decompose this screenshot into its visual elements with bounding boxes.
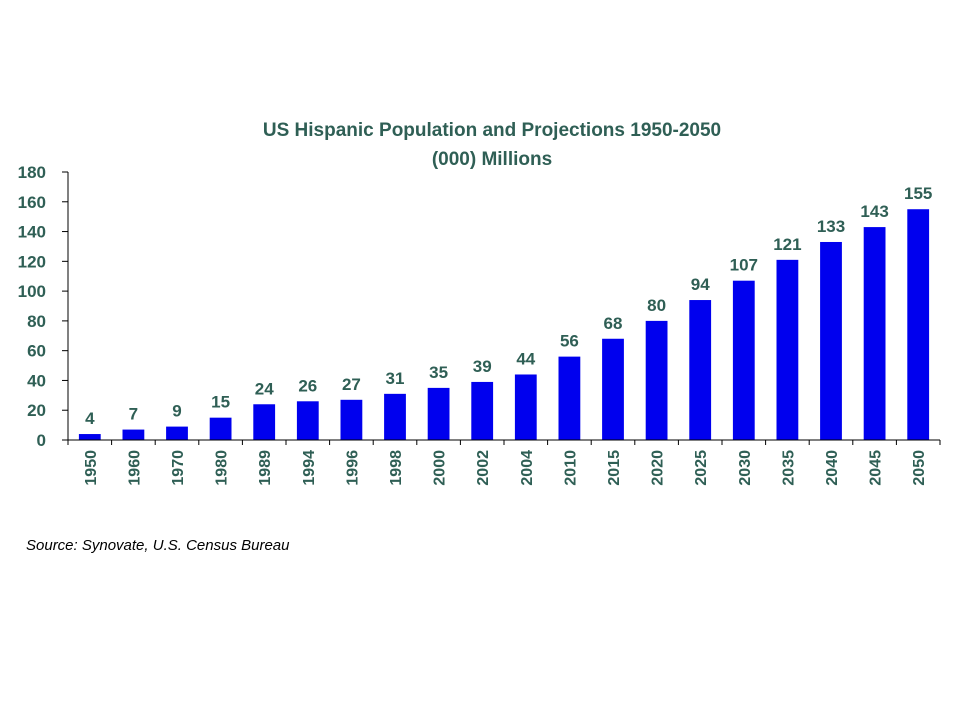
data-label: 27 [342, 375, 361, 394]
x-tick-label: 1950 [83, 450, 100, 486]
bar [384, 393, 406, 440]
x-tick-label: 1996 [344, 450, 361, 486]
x-tick-label: 2040 [824, 450, 841, 486]
x-tick-label: 1998 [388, 450, 405, 486]
bar [602, 338, 624, 440]
y-tick-label: 160 [18, 193, 46, 212]
bar [166, 426, 188, 440]
data-label: 80 [647, 296, 666, 315]
y-tick-label: 80 [27, 312, 46, 331]
x-tick-label: 2004 [519, 450, 536, 486]
bar [209, 417, 232, 440]
bar [689, 300, 712, 440]
x-tick-label: 2010 [562, 450, 579, 486]
y-tick-label: 180 [18, 163, 46, 182]
x-tick-label: 1989 [257, 450, 274, 486]
data-label: 68 [604, 314, 623, 333]
bar [776, 259, 799, 440]
bar [340, 399, 363, 440]
bar [732, 280, 755, 440]
bar [907, 209, 930, 440]
chart-subtitle: (000) Millions [432, 149, 552, 170]
x-tick-label: 2050 [911, 450, 928, 486]
y-tick-label: 120 [18, 252, 46, 271]
chart-title: US Hispanic Population and Projections 1… [263, 120, 721, 141]
y-tick-label: 60 [27, 342, 46, 361]
data-label: 155 [904, 184, 932, 203]
data-labels: 4 7 9 15 24 26 27 31 35 39 44 56 68 80 94 107 121 133 143 1… [85, 184, 932, 428]
x-tick-label: 1970 [170, 450, 187, 486]
data-label: 26 [298, 376, 317, 395]
bar [820, 241, 842, 440]
x-tick-label: 2035 [780, 450, 797, 486]
bar [427, 387, 450, 440]
data-label: 44 [516, 349, 535, 368]
y-tick-label: 20 [27, 401, 46, 420]
x-tick-label: 2000 [432, 450, 449, 486]
bar [78, 434, 101, 440]
data-label: 56 [560, 332, 579, 351]
data-label: 143 [860, 202, 888, 221]
y-tick-label: 100 [18, 282, 46, 301]
data-label: 39 [473, 357, 492, 376]
data-label: 4 [85, 409, 95, 428]
bars [78, 209, 930, 440]
bar [514, 374, 537, 440]
data-label: 7 [129, 405, 138, 424]
bar [863, 227, 886, 440]
x-tick-label: 2015 [606, 450, 623, 486]
y-tick-label: 0 [37, 431, 46, 450]
x-tick-label: 2045 [868, 450, 885, 486]
data-label: 94 [691, 275, 710, 294]
y-tick-label: 140 [18, 223, 46, 242]
data-label: 9 [172, 402, 181, 421]
x-tick-label: 2020 [650, 450, 667, 486]
bar [296, 401, 319, 440]
bar [122, 429, 145, 440]
x-tick-label: 2030 [737, 450, 754, 486]
x-tick-label: 2002 [475, 450, 492, 486]
data-label: 24 [255, 379, 274, 398]
data-label: 31 [386, 369, 405, 388]
bar [253, 404, 276, 440]
data-label: 15 [211, 393, 230, 412]
y-tick-label: 40 [27, 371, 46, 390]
source-note: Source: Synovate, U.S. Census Bureau [26, 537, 290, 554]
data-label: 107 [730, 256, 758, 275]
bar [471, 381, 494, 440]
x-tick-label: 1994 [301, 450, 318, 486]
data-label: 133 [817, 217, 845, 236]
data-label: 35 [429, 363, 448, 382]
x-axis-ticks: 1950 1960 1970 1980 1989 1994 1996 1998 2000 2002… [67, 440, 941, 486]
x-tick-label: 1960 [126, 450, 143, 486]
data-label: 121 [773, 235, 801, 254]
x-tick-label: 2025 [693, 450, 710, 486]
bar [645, 320, 668, 440]
bar [558, 356, 581, 440]
y-axis-ticks: 0 20 40 60 80 100 120 140 160 180 [18, 163, 68, 450]
x-tick-label: 1980 [214, 450, 231, 486]
